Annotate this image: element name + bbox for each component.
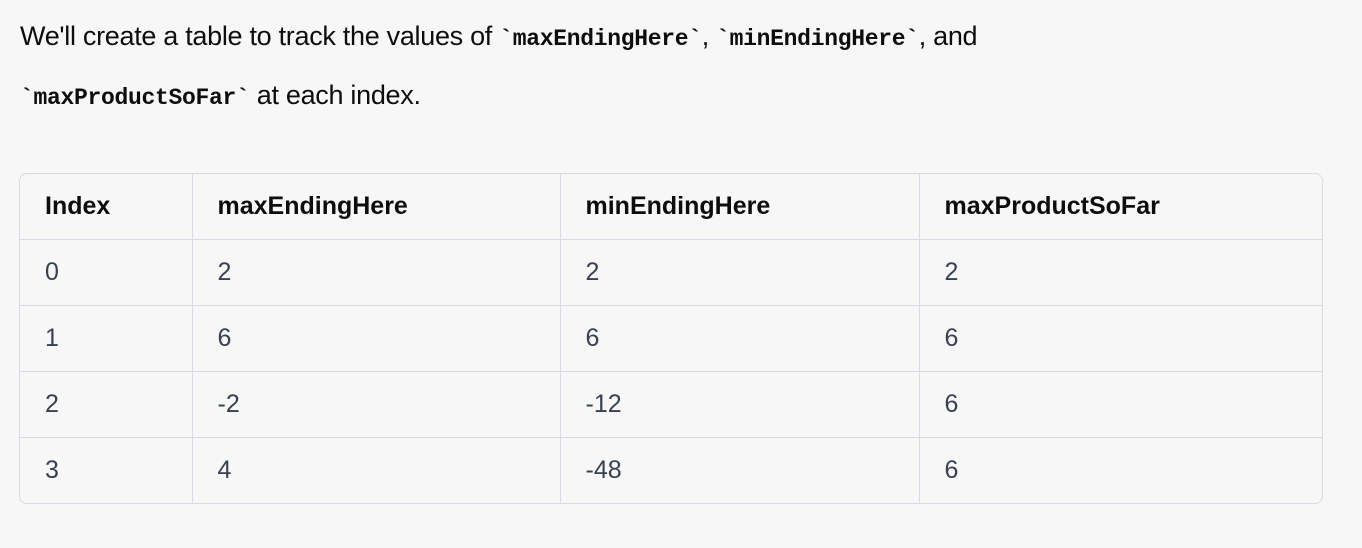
text: , <box>701 21 717 51</box>
table-container: Index maxEndingHere minEndingHere maxProduc… <box>19 173 1323 504</box>
table-cell: -48 <box>560 437 920 503</box>
table-cell: 2 <box>919 239 1322 306</box>
text: at each index. <box>249 80 421 110</box>
table-cell: 6 <box>919 305 1322 372</box>
table-cell: 0 <box>20 239 193 306</box>
table-cell: 2 <box>560 239 920 306</box>
code: `maxEndingHere` <box>499 26 702 52</box>
header-cell: maxProductSoFar <box>919 174 1322 240</box>
table-cell: -2 <box>192 371 561 438</box>
table-body: 0 2 2 2 1 6 6 6 2 -2 -12 6 3 4 -48 6 <box>20 239 1322 503</box>
table-cell: -12 <box>560 371 920 438</box>
table-cell: 1 <box>20 305 193 372</box>
header-cell: maxEndingHere <box>192 174 561 240</box>
table-cell: 6 <box>560 305 920 372</box>
table-cell: 4 <box>192 437 561 503</box>
table: Index maxEndingHere minEndingHere maxProduc… <box>20 174 1322 503</box>
table-cell: 2 <box>192 239 561 306</box>
code: `minEndingHere` <box>716 26 919 52</box>
table-row: 3 4 -48 6 <box>20 437 1322 503</box>
table-row: 2 -2 -12 6 <box>20 371 1322 438</box>
table-cell: 6 <box>919 371 1322 438</box>
header-cell: Index <box>20 174 193 240</box>
table-cell: 6 <box>944 456 959 484</box>
text: We'll create a table to track the values… <box>20 21 500 51</box>
text: , and <box>918 21 978 51</box>
table-cell: 2 <box>20 371 193 438</box>
intro-paragraph: We'll create a table to track the values… <box>20 8 1340 126</box>
table-cell: 6 <box>192 305 561 372</box>
code: `maxProductSoFar` <box>20 85 250 111</box>
table-cell: 3 <box>20 437 193 503</box>
header-cell: minEndingHere <box>560 174 920 240</box>
header-row: Index maxEndingHere minEndingHere maxProduc… <box>20 174 1322 240</box>
